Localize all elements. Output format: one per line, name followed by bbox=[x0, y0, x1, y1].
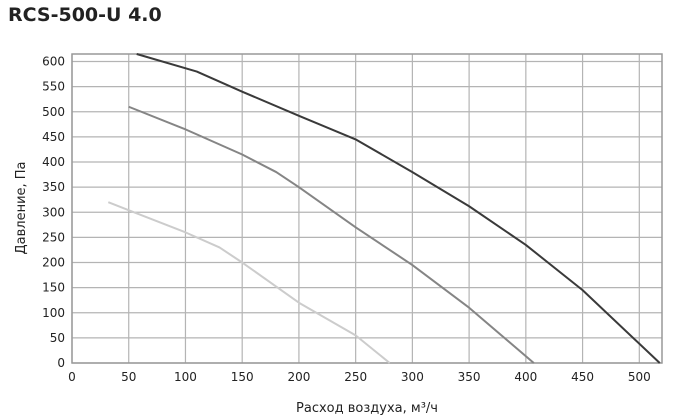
y-tick-label: 600 bbox=[42, 55, 65, 69]
y-tick-label: 400 bbox=[42, 155, 65, 169]
x-tick-label: 0 bbox=[68, 370, 76, 384]
plot-border bbox=[71, 53, 663, 364]
series-line-2 bbox=[128, 105, 535, 364]
series-line-3 bbox=[107, 201, 391, 364]
y-tick-label: 150 bbox=[42, 281, 65, 295]
x-tick-label: 200 bbox=[287, 370, 310, 384]
y-axis-label: Давление, Па bbox=[14, 161, 29, 254]
x-tick-label: 100 bbox=[174, 370, 197, 384]
x-tick-label: 500 bbox=[628, 370, 651, 384]
y-tick-label: 200 bbox=[42, 256, 65, 270]
y-tick-label: 300 bbox=[42, 205, 65, 219]
x-tick-label: 250 bbox=[344, 370, 367, 384]
y-tick-label: 0 bbox=[57, 356, 65, 370]
x-axis-label: Расход воздуха, м³/ч bbox=[296, 401, 438, 416]
y-tick-label: 500 bbox=[42, 105, 65, 119]
x-tick-label: 450 bbox=[571, 370, 594, 384]
x-tick-label: 400 bbox=[514, 370, 537, 384]
chart-title: RCS-500-U 4.0 bbox=[8, 4, 162, 26]
y-tick-label: 100 bbox=[42, 306, 65, 320]
x-tick-label: 350 bbox=[458, 370, 481, 384]
x-tick-label: 150 bbox=[231, 370, 254, 384]
y-tick-label: 350 bbox=[42, 180, 65, 194]
y-tick-label: 250 bbox=[42, 230, 65, 244]
y-tick-label: 450 bbox=[42, 130, 65, 144]
x-tick-label: 300 bbox=[401, 370, 424, 384]
y-tick-label: 50 bbox=[50, 331, 65, 345]
y-tick-label: 550 bbox=[42, 80, 65, 94]
x-tick-label: 50 bbox=[121, 370, 136, 384]
series-line-1 bbox=[136, 53, 661, 364]
